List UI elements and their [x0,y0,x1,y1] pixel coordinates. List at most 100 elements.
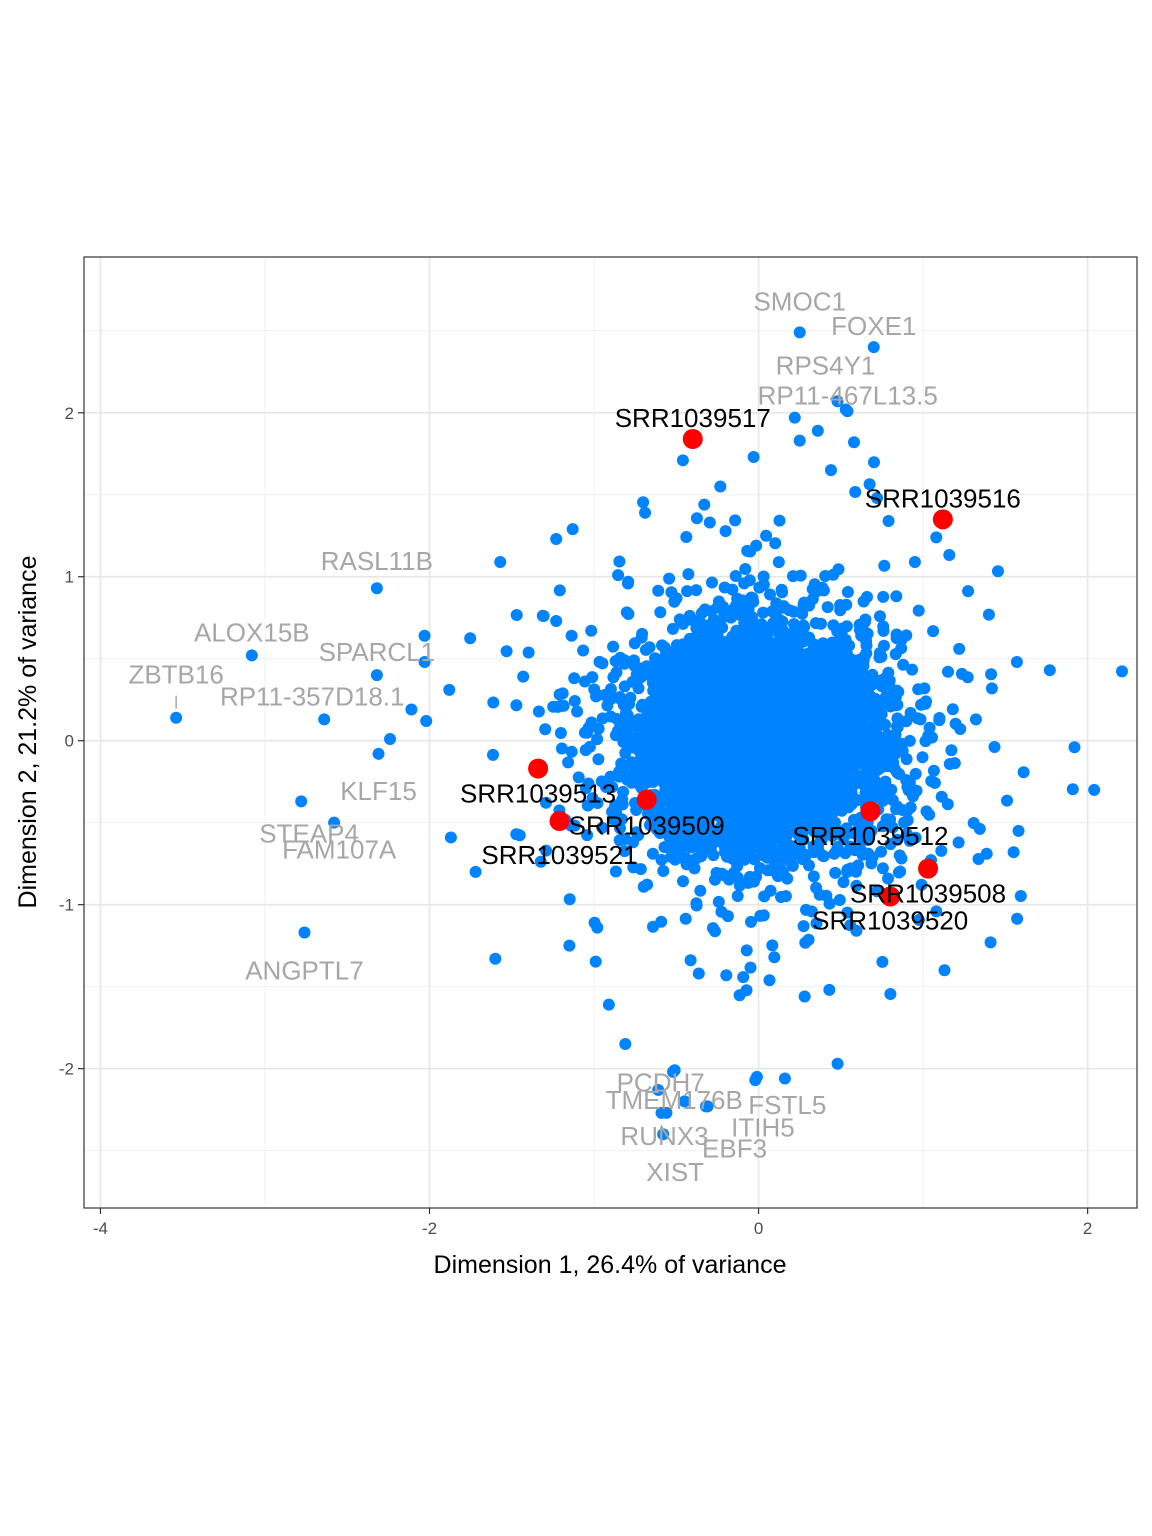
gene-point [913,913,925,926]
gene-point [814,788,827,801]
gene-point [637,496,650,509]
gene-point [677,875,689,888]
gene-point [800,903,812,916]
gene-point [633,779,646,791]
gene-point [827,762,840,775]
gene-point [799,936,812,949]
gene-point [833,894,846,906]
gene-point [768,951,781,964]
gene-point [537,610,550,622]
gene-point [764,884,777,897]
gene-point [643,641,656,654]
gene-point [829,712,842,725]
gene-point [618,845,631,858]
gene-point [596,821,609,834]
gene-point [760,687,773,700]
gene-point [757,606,770,619]
gene-point [927,764,940,777]
gene-point [619,833,632,845]
gene-point [736,629,749,642]
gene-point [879,775,892,788]
gene-point [790,624,803,636]
gene-point [916,751,929,764]
gene-point [889,728,902,741]
gene-point [617,699,630,711]
gene-point [841,586,854,598]
gene-point [646,847,659,860]
gene-point [725,671,738,684]
gene-point [860,824,873,837]
gene-point [780,838,793,851]
gene-point [767,864,779,877]
gene-point [556,687,569,700]
gene-point [557,699,570,712]
gene-point [877,620,890,633]
gene-point [510,828,523,841]
gene-point [581,799,594,812]
gene-point [943,758,956,770]
gene-point [792,693,805,705]
gene-point [796,853,809,866]
gene-point [630,804,643,816]
gene-point [942,665,954,678]
gene-point [646,660,658,673]
gene-point [685,841,698,854]
gene-point [696,719,709,732]
gene-point [900,629,913,642]
gene-point [700,804,713,817]
gene-point [719,525,732,538]
gene-point [673,613,686,626]
gene-point [793,842,806,855]
gene-point [539,723,552,736]
gene-point [737,844,750,857]
gene-point [707,922,719,935]
gene-point [703,516,716,529]
gene-point [698,662,711,675]
gene-point [622,575,635,588]
gene-point [879,718,892,731]
gene-point [881,757,894,770]
gene-point [856,834,869,847]
gene-point [839,847,852,860]
gene-point [670,825,683,838]
gene-point [517,670,530,683]
gene-point [846,676,859,688]
gene-point [821,601,834,614]
gene-point [681,826,694,839]
gene-point [796,756,809,769]
gene-point [660,823,672,836]
gene-point [823,724,836,737]
gene-point [670,592,683,605]
gene-point [757,909,770,922]
gene-point [794,704,807,717]
gene-point [901,814,914,827]
gene-point [809,617,822,630]
gene-point [657,776,670,789]
gene-point [725,611,737,624]
gene-point [848,658,861,671]
gene-point [962,585,975,598]
gene-point [955,667,968,680]
gene-point [579,726,592,739]
gene-point [819,771,832,784]
gene-point [596,712,609,725]
gene-point [869,692,882,705]
gene-point [683,783,696,795]
gene-point [761,851,774,864]
gene-point [781,847,793,860]
panel-background [84,257,1137,1208]
gene-point [849,486,862,498]
gene-point [604,683,617,695]
gene-point [534,855,547,868]
gene-point [675,745,687,758]
gene-point [790,807,803,820]
gene-point [773,514,786,527]
gene-point [896,804,909,816]
gene-point [510,609,523,621]
gene-point [858,669,871,682]
gene-point [886,794,899,807]
gene-point [764,666,777,678]
gene-point [487,748,499,761]
gene-point [672,809,685,822]
gene-point [726,583,739,596]
